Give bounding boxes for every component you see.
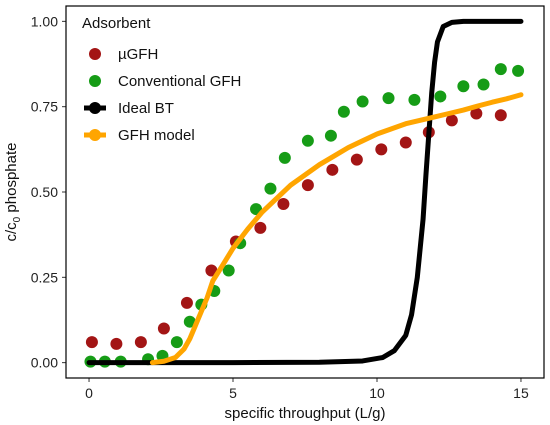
conventional-gfh-point <box>356 95 369 108</box>
conventional-gfh-point <box>512 64 525 77</box>
legend-label-gfh-model: GFH model <box>118 127 195 144</box>
ugfh-point <box>110 337 123 350</box>
x-axis-title: specific throughput (L/g) <box>225 405 386 422</box>
legend-label-ideal-bt: Ideal BT <box>118 100 174 117</box>
conventional-gfh-point <box>457 80 470 93</box>
ugfh-point <box>350 153 363 166</box>
conventional-gfh-point <box>222 264 235 277</box>
y-tick-label: 0.00 <box>31 355 58 371</box>
series-ideal-bt-line <box>86 18 524 366</box>
legend-title: Adsorbent <box>82 15 151 32</box>
ugfh-point <box>399 136 412 149</box>
ugfh-point <box>375 143 388 156</box>
series-gfh-model-line <box>149 92 524 366</box>
y-tick-label: 0.75 <box>31 99 58 115</box>
conventional-gfh-point <box>301 134 314 147</box>
conventional-gfh-point <box>170 336 183 349</box>
ugfh-point <box>445 114 458 127</box>
legend-key-ideal-bt <box>84 98 106 118</box>
x-tick-label: 15 <box>513 385 529 401</box>
ugfh-point <box>85 336 98 349</box>
ugfh-point <box>301 179 314 192</box>
ugfh-point <box>326 163 339 176</box>
data-layer <box>84 18 525 368</box>
ugfh-point <box>180 296 193 309</box>
ugfh-point <box>470 107 483 120</box>
ugfh-point <box>157 322 170 335</box>
y-tick-label: 0.50 <box>31 184 58 200</box>
legend-key-conventional-gfh <box>84 71 104 91</box>
legend-key-ugfh <box>84 44 104 64</box>
series-conventional-gfh <box>84 63 525 368</box>
plot-area-border <box>65 5 545 379</box>
y-axis-title-main: c/c <box>3 222 20 242</box>
conventional-gfh-point <box>337 105 350 118</box>
conventional-gfh-point <box>494 63 507 76</box>
legend-label-conventional-gfh: Conventional GFH <box>118 73 241 90</box>
ugfh-point <box>205 264 218 277</box>
ugfh-point <box>134 336 147 349</box>
x-tick-label: 10 <box>369 385 385 401</box>
conventional-gfh-point <box>324 129 337 142</box>
ugfh-point <box>254 221 267 234</box>
conventional-gfh-point <box>278 151 291 164</box>
conventional-gfh-point <box>408 93 421 106</box>
conventional-gfh-point <box>382 92 395 105</box>
ugfh-point <box>494 109 507 122</box>
ticks-layer: 0 5 10 15 0.00 0.25 0.50 0.75 1.00 <box>31 13 529 401</box>
x-tick-label: 0 <box>85 385 93 401</box>
ugfh-point <box>277 197 290 210</box>
conventional-gfh-point <box>264 182 277 195</box>
y-tick-label: 0.25 <box>31 269 58 285</box>
y-axis-title-tail: phosphate <box>3 143 20 217</box>
y-axis-title: c/c0 phosphate <box>3 143 23 242</box>
legend-key-gfh-model <box>84 125 106 145</box>
conventional-gfh-point <box>434 90 447 103</box>
conventional-gfh-point <box>477 78 490 91</box>
conventional-gfh-point <box>183 315 196 328</box>
legend-label-ugfh: µGFH <box>118 46 158 63</box>
legend: Adsorbent µGFH Conventional GFH Ideal BT GFH… <box>82 15 241 145</box>
x-tick-label: 5 <box>229 385 237 401</box>
y-axis-title-subscript: 0 <box>12 216 23 222</box>
y-tick-label: 1.00 <box>31 13 58 29</box>
